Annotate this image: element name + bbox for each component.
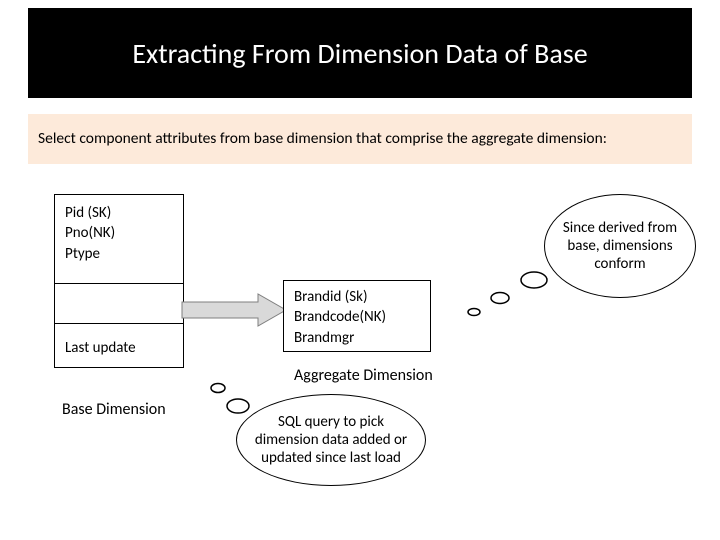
page-title: Extracting From Dimension Data of Base [132,36,587,71]
aggregate-dimension-label: Aggregate Dimension [294,366,433,385]
base-dimension-label: Base Dimension [62,400,166,419]
callout-tail-icon [204,376,260,420]
title-bar: Extracting From Dimension Data of Base [28,8,692,98]
divider [55,283,183,284]
callout-tail-icon [458,266,558,322]
aggregate-dimension-box: Brandid (Sk) Brandcode(NK) Brandmgr [283,280,431,352]
base-attr-row: Pno(NK) [65,223,173,243]
derived-callout: Since derived from base, dimensions conf… [544,194,696,298]
agg-attr-row: Brandmgr [294,328,420,348]
subtitle-text: Select component attributes from base di… [38,129,607,149]
base-dimension-attrs: Pid (SK) Pno(NK) Ptype [55,195,183,270]
sql-callout: SQL query to pick dimension data added o… [236,394,426,486]
arrow-icon [180,290,290,330]
subtitle-bar: Select component attributes from base di… [28,114,692,164]
agg-attr-row: Brandcode(NK) [294,307,420,327]
agg-attr-row: Brandid (Sk) [294,287,420,307]
derived-callout-text: Since derived from base, dimensions conf… [544,194,696,298]
divider [55,323,183,324]
sql-callout-text: SQL query to pick dimension data added o… [236,394,426,486]
base-attr-row: Pid (SK) [65,203,173,223]
base-attr-row: Ptype [65,244,173,264]
last-update-label: Last update [65,339,136,357]
base-dimension-box: Pid (SK) Pno(NK) Ptype Last update [54,194,184,368]
